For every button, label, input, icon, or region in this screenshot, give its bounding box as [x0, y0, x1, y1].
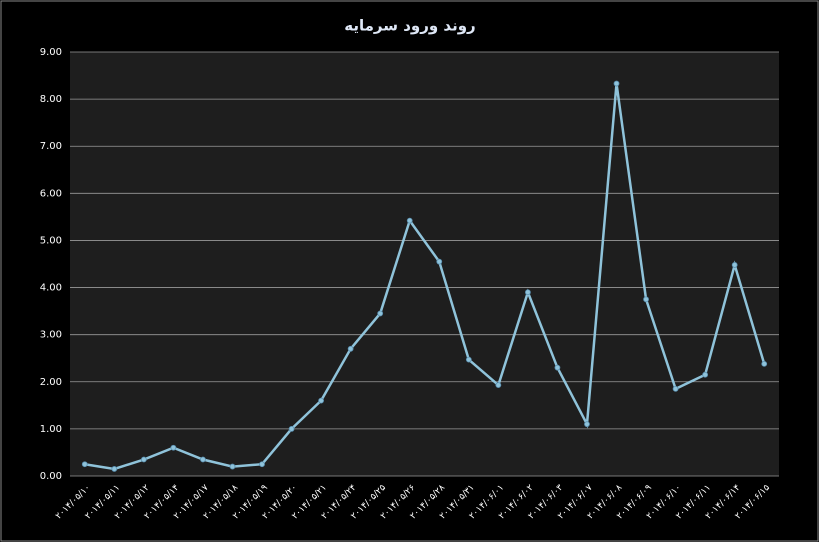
data-point [406, 217, 413, 224]
y-tick-label: 2.00 [40, 377, 62, 388]
data-point [584, 421, 590, 428]
data-point [229, 463, 236, 470]
data-point [140, 456, 147, 463]
y-tick-label: 7.00 [40, 141, 62, 152]
y-tick-label: 5.00 [40, 235, 62, 246]
y-tick-label: 3.00 [40, 330, 62, 341]
data-point [702, 371, 709, 378]
y-tick-label: 0.00 [40, 471, 62, 482]
data-point [643, 296, 649, 303]
data-point [554, 364, 561, 371]
data-point [347, 345, 354, 352]
y-tick-label: 1.00 [40, 424, 62, 435]
data-point [465, 356, 472, 363]
data-point [731, 262, 738, 268]
data-point [259, 461, 265, 468]
data-point [377, 310, 384, 317]
data-point [81, 461, 88, 468]
data-point [170, 444, 177, 451]
y-tick-label: 6.00 [40, 188, 62, 199]
data-point [288, 425, 295, 432]
y-tick-label: 8.00 [40, 94, 62, 105]
data-point [111, 466, 118, 472]
data-point [761, 360, 768, 367]
data-point [200, 456, 206, 463]
data-line [84, 83, 766, 471]
plot-area [70, 52, 779, 476]
y-tick-label: 9.00 [40, 47, 62, 58]
chart-title: روند ورود سرمایه [344, 17, 475, 35]
data-point [672, 385, 679, 392]
data-point [436, 258, 443, 265]
y-tick-label: 4.00 [40, 283, 62, 294]
data-point [524, 289, 531, 296]
data-point [613, 80, 620, 87]
data-point [495, 382, 502, 388]
data-point [318, 397, 325, 404]
